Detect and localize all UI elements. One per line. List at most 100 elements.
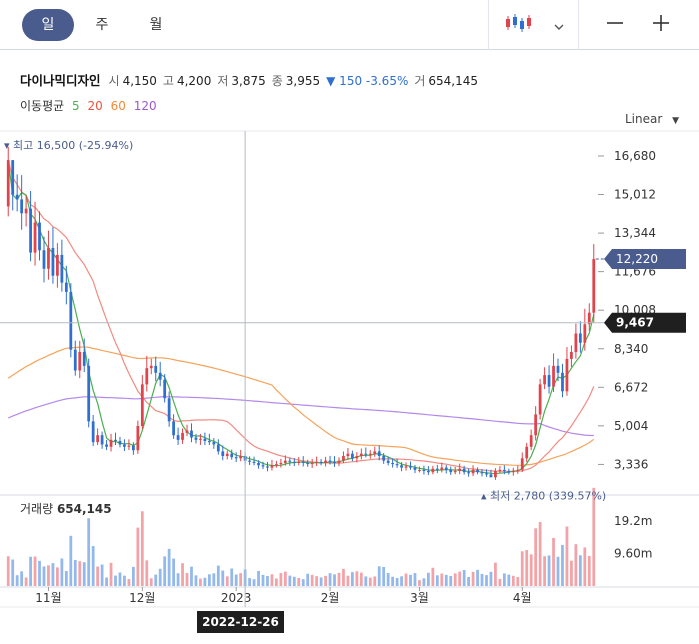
toolbar-divider [488,0,489,50]
volume-bar [359,572,363,586]
candle-body [15,194,19,200]
candle-body [511,471,515,473]
volume-bar [270,574,274,586]
x-tick-label: 2023 [221,591,252,605]
volume-bar [158,568,162,586]
volume-bar [154,574,158,586]
chart-type-dropdown[interactable] [546,0,572,50]
candle-body [78,351,82,371]
scale-mode-dropdown[interactable]: Linear ▼ [625,112,679,126]
volume-tick-label: 9.60m [614,547,652,561]
low-marker-label: ▴ 최저 2,780 (339.57%) [481,489,606,502]
candle-body [239,456,243,459]
candle-body [462,468,466,473]
volume-bar [529,554,533,586]
candle-body [20,199,24,214]
candle-body [538,384,542,415]
high-marker-label: ▾ 최고 16,500 (-25.94%) [4,139,133,152]
candle-body [292,461,296,463]
volume-tick-label: 19.2m [614,514,652,528]
volume-bar [51,563,55,586]
volume-bar [194,575,198,586]
candle-body [480,472,484,474]
candle-body [257,462,260,466]
high-value: 4,200 [176,74,212,88]
ma-5-label[interactable]: 5 [72,99,80,113]
tab-weekly[interactable]: 주 [95,17,109,33]
volume-bar [73,559,77,586]
candle-body [351,453,354,459]
candle-body [87,365,91,422]
volume-bar [248,578,251,586]
volume-bar [574,544,578,586]
ma-60-label[interactable]: 60 [110,99,126,113]
candle-body [328,460,332,462]
candle-body [502,469,506,472]
candle-body [498,469,502,472]
price-tick-label: 6,672 [614,380,648,394]
candle-body [261,465,265,467]
candle-body [127,445,131,447]
volume-bar [520,551,524,586]
ma-20-label[interactable]: 20 [87,99,103,113]
candle-body [306,462,310,465]
candle-body [11,160,15,195]
chevron-down-icon [553,16,565,35]
candle-body [234,457,238,459]
close-value: 3,955 [285,74,321,88]
zoom-in-button[interactable] [646,0,676,50]
candle-body [288,460,292,462]
volume-bar [207,574,211,586]
volume-bar [190,566,193,586]
volume-bar [319,577,323,586]
candle-body [404,466,408,468]
volume-bar [377,566,381,586]
volume-bar [391,576,395,586]
volume-bar [292,576,296,586]
candle-body [386,460,390,463]
candle-body [275,464,278,466]
volume-bar [230,568,234,586]
candle-body [315,461,319,463]
volume-bar [471,571,475,586]
candlestick-icon [505,12,531,38]
candle-body [444,467,448,470]
volume-bar [364,576,368,586]
price-tick-label: 15,012 [614,188,656,202]
candle-body [230,453,234,458]
candle-body [270,465,274,468]
candle-body [583,324,587,343]
candle-body [24,208,28,214]
volume-bar [145,560,149,586]
ma-120-label[interactable]: 120 [133,99,157,113]
tab-monthly[interactable]: 월 [149,17,163,33]
ma-legend-label: 이동평균 [20,99,65,113]
candle-body [221,451,225,457]
candle-body [355,456,359,459]
volume-bar [140,511,144,586]
candle-body [56,254,59,276]
candle-body [395,464,399,466]
volume-bar [547,555,551,586]
tab-daily[interactable]: 일 [22,9,74,41]
candle-body [42,250,46,269]
zoom-out-button[interactable] [600,0,630,50]
volume-bar [283,571,287,586]
candle-body [565,358,569,392]
price-tick-label: 5,004 [614,419,648,433]
volume-bar [310,574,314,586]
chart-grid [0,130,699,608]
candle-body [431,468,435,473]
candle-body [449,469,453,473]
volume-bar [502,573,506,586]
volume-bar [570,560,573,586]
ma-60-line [7,346,595,466]
candle-body [377,451,381,457]
volume-bar [561,544,564,586]
current-price-tag [604,249,686,270]
candle-body [427,471,430,473]
chart-type-button[interactable] [496,0,540,50]
candle-body [520,458,524,470]
volume-bar [216,565,220,586]
